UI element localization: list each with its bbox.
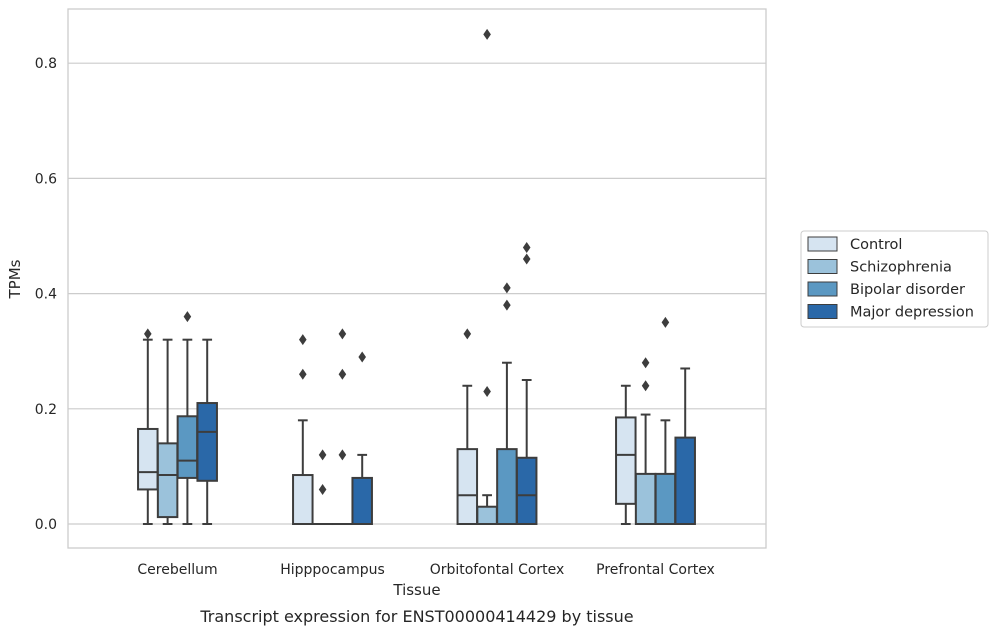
- y-tick-label: 0.8: [35, 56, 57, 72]
- outlier-point: [338, 368, 347, 380]
- legend-label: Bipolar disorder: [850, 282, 965, 298]
- box-bipolar-disorder: [496, 282, 518, 525]
- box-body: [496, 448, 518, 525]
- legend-frame: [800, 230, 989, 328]
- y-tick-label: 0.2: [35, 402, 57, 418]
- box-bipolar-disorder: [331, 328, 354, 526]
- box-body: [515, 456, 538, 526]
- legend-swatch: [807, 281, 838, 297]
- legend-swatch: [807, 236, 838, 252]
- box-bipolar-disorder: [654, 316, 677, 525]
- x-tick-label: Prefrontal Cortex: [596, 562, 715, 578]
- box-schizophrenia: [476, 28, 498, 526]
- outlier-point: [318, 449, 327, 461]
- y-axis-title: TPMs: [6, 259, 24, 299]
- box-body: [292, 474, 314, 526]
- outlier-point: [522, 242, 531, 254]
- box-major-depression: [351, 351, 373, 526]
- box-control: [615, 384, 637, 525]
- outlier-point: [522, 253, 531, 265]
- box-body: [176, 415, 199, 479]
- y-tick-label: 0.6: [35, 171, 57, 187]
- box-major-depression: [196, 338, 218, 525]
- outlier-point: [483, 386, 491, 398]
- box-schizophrenia: [156, 338, 179, 525]
- outlier-point: [338, 449, 347, 461]
- outlier-point: [183, 311, 192, 323]
- box-body: [654, 472, 677, 525]
- outlier-point: [144, 328, 152, 340]
- outlier-point: [503, 299, 511, 311]
- box-major-depression: [515, 242, 538, 526]
- y-tick-label: 0.0: [35, 517, 57, 533]
- legend-label: Control: [850, 237, 902, 253]
- outlier-point: [299, 334, 307, 346]
- box-body: [196, 402, 218, 482]
- box-body: [456, 448, 479, 525]
- outlier-point: [483, 28, 491, 40]
- legend: Control Schizophrenia Bipolar disorder Majo…: [800, 230, 989, 328]
- x-tick-label: Orbitofontal Cortex: [430, 562, 565, 578]
- legend-label: Schizophrenia: [850, 260, 952, 276]
- box-schizophrenia: [634, 357, 657, 525]
- plot-frame: [67, 8, 767, 549]
- outlier-point: [338, 328, 347, 340]
- outlier-point: [299, 368, 307, 380]
- box-schizophrenia: [311, 449, 334, 526]
- box-series: [137, 28, 696, 526]
- outlier-point: [661, 316, 670, 328]
- figure-caption: Transcript expression for ENST0000041442…: [199, 607, 633, 626]
- outlier-point: [641, 380, 650, 392]
- box-major-depression: [674, 367, 696, 526]
- x-axis-title: Tissue: [392, 581, 440, 599]
- box-body: [476, 505, 498, 526]
- outlier-point: [641, 357, 650, 369]
- box-body: [674, 436, 696, 526]
- x-tick-label: Cerebellum: [137, 562, 217, 578]
- box-body: [615, 416, 637, 505]
- box-control: [137, 328, 159, 525]
- y-axis-ticks: 0.0 0.2 0.4 0.6 0.8: [35, 56, 57, 533]
- outlier-point: [318, 483, 327, 495]
- x-tick-label: Hipppocampus: [280, 562, 385, 578]
- outlier-point: [463, 328, 472, 340]
- box-body: [351, 476, 373, 526]
- box-body: [156, 442, 179, 519]
- box-control: [292, 334, 314, 526]
- legend-swatch: [807, 304, 838, 319]
- x-axis-ticks: Cerebellum Hipppocampus Orbitofontal Corte…: [137, 562, 714, 578]
- box-body: [137, 427, 159, 491]
- legend-swatch: [807, 259, 838, 274]
- outlier-point: [358, 351, 366, 363]
- legend-label: Major depression: [850, 305, 974, 321]
- y-tick-label: 0.4: [35, 287, 57, 303]
- box-body: [634, 472, 657, 525]
- box-bipolar-disorder: [176, 311, 199, 525]
- box-control: [456, 328, 479, 525]
- outlier-point: [503, 282, 511, 294]
